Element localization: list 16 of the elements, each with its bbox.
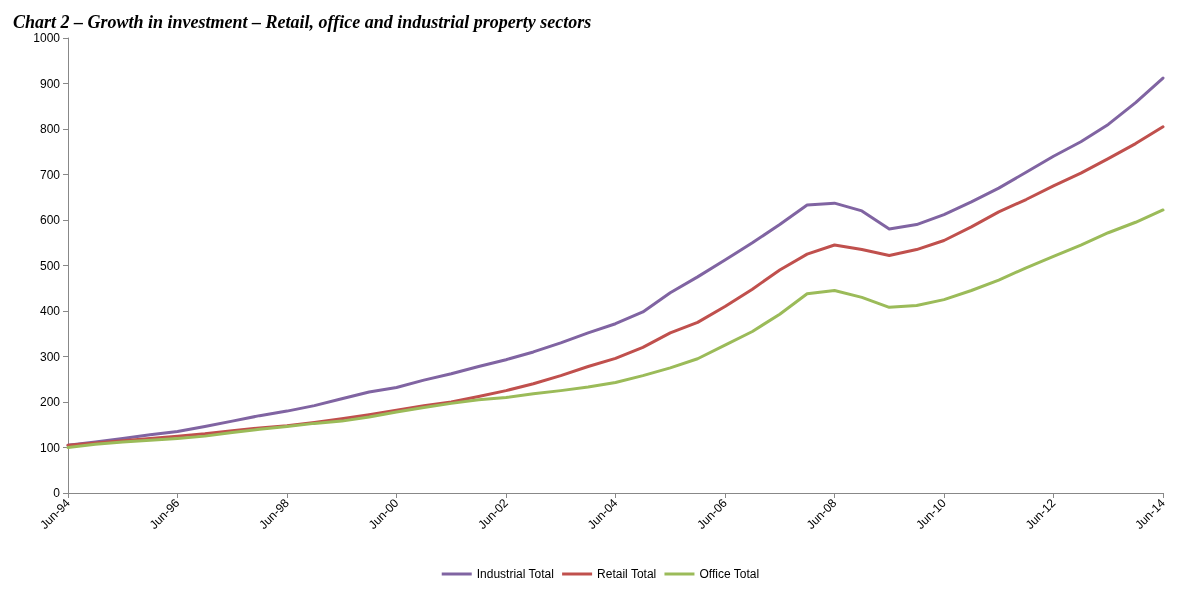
y-tick-label: 300 — [39, 349, 61, 364]
y-tick-label: 0 — [53, 486, 61, 500]
y-tick-label: 600 — [39, 213, 61, 227]
y-tick-label: 800 — [39, 122, 61, 136]
y-tick-label: 900 — [39, 76, 61, 91]
legend-label: Industrial Total — [476, 567, 554, 581]
line-series — [66, 208, 1165, 449]
chart-title: Chart 2 – Growth in investment – Retail, office and industrial property sectors — [13, 12, 592, 32]
legend-label: Office Total — [699, 567, 760, 581]
y-tick-label: 100 — [39, 440, 61, 455]
y-tick-label: 1000 — [33, 31, 61, 45]
y-tick-label: 400 — [39, 304, 61, 318]
y-tick-label: 500 — [39, 258, 61, 273]
y-tick-label: 700 — [39, 167, 61, 182]
legend-label: Retail Total — [597, 567, 657, 581]
y-tick-label: 200 — [39, 395, 61, 409]
